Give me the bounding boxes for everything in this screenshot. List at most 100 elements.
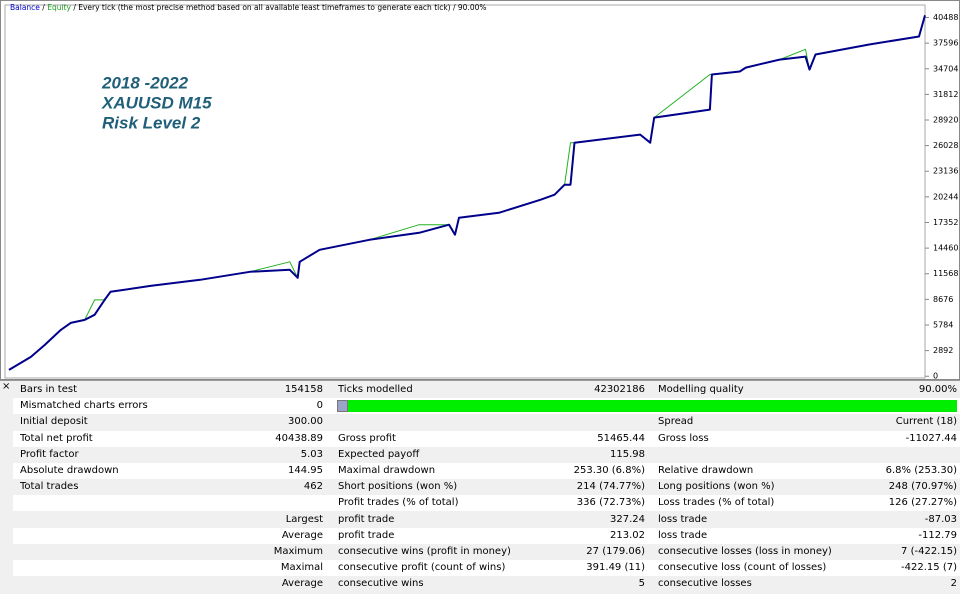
report-value: 90.00% (918, 384, 957, 395)
report-value: 336 (72.73%) (576, 497, 645, 509)
report-label: consecutive wins (profit in money) (338, 546, 511, 557)
report-label: Total net profit (20, 432, 93, 444)
report-label: profit trade (338, 529, 395, 541)
report-label: profit trade (338, 513, 395, 525)
report-label: consecutive profit (count of wins) (338, 562, 506, 574)
y-tick-label: 8676 (933, 295, 953, 304)
report-value: Average (281, 578, 323, 590)
y-tick-label: 34704 (933, 64, 958, 73)
report-value: 115.98 (610, 448, 645, 460)
report-value: 213.02 (610, 529, 645, 541)
report-value: Largest (285, 513, 323, 525)
report-value: 6.8% (253.30) (885, 465, 957, 476)
report-value: 42302186 (594, 384, 645, 395)
report-value: -87.03 (924, 513, 957, 525)
report-value: Current (18) (895, 416, 957, 428)
annotation: XAUUSD M15 (101, 93, 212, 112)
report-row: Profit factor 5.03 Expected payoff 115.98 (13, 447, 960, 463)
report-value: Maximum (273, 546, 323, 557)
report-value: 51465.44 (597, 432, 645, 444)
report-row: Total net profit 40438.89 Gross profit 5146… (13, 430, 960, 447)
report-value: 214 (74.77%) (576, 481, 645, 493)
report-value: 462 (303, 481, 323, 493)
chart-frame (0, 0, 960, 380)
y-tick-label: 31812 (933, 90, 958, 99)
report-label: consecutive losses (658, 578, 752, 590)
report-row: Absolute drawdown 144.95 Maximal drawdown 2… (13, 463, 960, 479)
report-row: Maximum consecutive wins (profit in money… (13, 544, 960, 560)
report-value: 5 (638, 578, 645, 590)
report-label: consecutive wins (338, 578, 424, 590)
report-label: Mismatched charts errors (20, 400, 148, 412)
report-label: consecutive losses (loss in money) (658, 546, 832, 557)
report-row: Bars in test 154158 Ticks modelled 42302186… (13, 382, 960, 398)
y-tick-label: 17352 (933, 218, 958, 227)
report-value: -422.15 (7) (901, 562, 957, 574)
annotation: Risk Level 2 (102, 113, 201, 132)
y-tick-label: 11568 (933, 269, 958, 278)
y-tick-label: 5784 (933, 320, 953, 329)
y-tick-label: 37596 (933, 39, 958, 48)
y-tick-label: 0 (933, 372, 938, 380)
report-label: Short positions (won %) (338, 481, 458, 493)
y-tick-label: 23136 (933, 167, 958, 176)
report-label: Gross profit (338, 432, 396, 444)
report-value: 126 (27.27%) (888, 497, 957, 509)
report-value: 391.49 (11) (586, 562, 645, 574)
report-label: Profit trades (% of total) (338, 497, 459, 509)
y-tick-label: 2892 (933, 346, 953, 355)
report-label: Modelling quality (658, 384, 744, 395)
report-label: Initial deposit (20, 416, 88, 428)
report-value: Average (281, 529, 323, 541)
report-value: 27 (179.06) (586, 546, 645, 557)
report-row: Mismatched charts errors 0 (13, 398, 960, 415)
report-label: Loss trades (% of total) (658, 497, 775, 509)
report-label: Absolute drawdown (20, 465, 119, 476)
report-row: Initial deposit 300.00 Spread Current (18) (13, 414, 960, 430)
report-value: 300.00 (288, 416, 323, 428)
chart: Balance / Equity / Every tick (the most … (0, 0, 960, 380)
quality-bar (337, 400, 348, 413)
y-tick-label: 28920 (933, 116, 958, 125)
legend-entry: Balance (10, 3, 40, 12)
report-value: 0 (316, 400, 323, 412)
report-value: 2 (950, 578, 957, 590)
report-value: 154158 (284, 384, 323, 395)
legend-entry: Equity (47, 3, 71, 12)
close-button[interactable]: × (2, 381, 11, 392)
report-row: Profit trades (% of total) 336 (72.73%) Lo… (13, 495, 960, 512)
y-tick-label: 40488 (933, 13, 958, 22)
report-value: -11027.44 (905, 432, 957, 444)
report-label: Gross loss (658, 432, 709, 444)
report-label: Relative drawdown (658, 465, 754, 476)
report-value: 144.95 (288, 465, 323, 476)
plot-area (4, 4, 926, 379)
report-label: Expected payoff (338, 448, 420, 460)
report-label: Spread (658, 416, 694, 428)
report-label: Bars in test (20, 384, 77, 395)
report-value: 253.30 (6.8%) (573, 465, 645, 476)
report-value: 248 (70.97%) (888, 481, 957, 493)
report-label: Long positions (won %) (658, 481, 775, 493)
report-value: Maximal (280, 562, 323, 574)
report-label: Ticks modelled (338, 384, 413, 395)
report-label: Profit factor (20, 448, 79, 460)
annotation: 2018 -2022 (101, 73, 189, 92)
y-tick-label: 14460 (933, 244, 958, 253)
chart-subtitle: Every tick (the most precise method base… (78, 3, 450, 12)
series-line (8, 15, 926, 371)
report-value: 327.24 (610, 513, 645, 525)
report-value: 5.03 (300, 448, 323, 460)
report-row: Maximal consecutive profit (count of wins… (13, 560, 960, 577)
chart-header: Balance / Equity / Every tick (the most … (10, 3, 487, 12)
report-label: loss trade (658, 529, 708, 541)
quality-label: 90.00% (458, 3, 487, 12)
y-tick-label: 26028 (933, 141, 958, 150)
report-panel: × Bars in test 154158 Ticks modelled 423021… (0, 380, 960, 594)
quality-bar (348, 400, 957, 413)
report-value: -112.79 (918, 529, 957, 541)
report-label: consecutive loss (count of losses) (658, 562, 827, 574)
report-value: 40438.89 (275, 432, 323, 444)
report-row: Average profit trade 213.02 loss trade -112.… (13, 527, 960, 544)
